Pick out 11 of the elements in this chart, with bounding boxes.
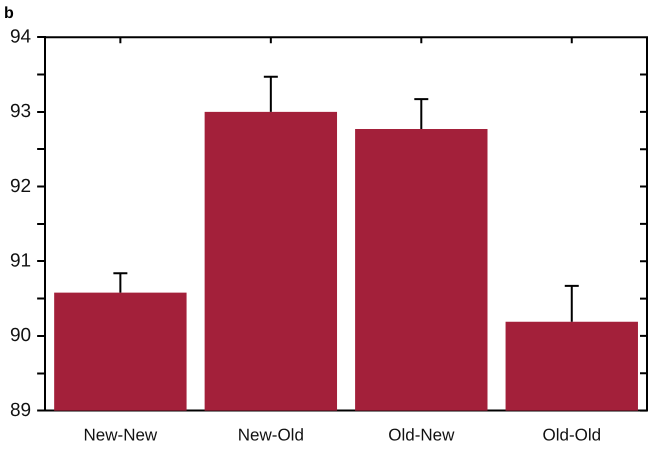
y-tick-label: 92: [10, 176, 32, 197]
x-tick-label: Old-Old: [542, 425, 602, 444]
y-tick-label: 90: [10, 325, 32, 346]
x-tick-label: Old-New: [388, 425, 456, 444]
y-tick-label: 94: [10, 26, 32, 48]
x-tick-label: New-Old: [238, 425, 304, 444]
y-tick-label: 89: [10, 400, 32, 421]
y-tick-label: 93: [10, 101, 32, 122]
x-tick-label: New-New: [84, 425, 158, 444]
y-tick-label: 91: [10, 250, 32, 272]
chart-title: b: [4, 5, 14, 22]
